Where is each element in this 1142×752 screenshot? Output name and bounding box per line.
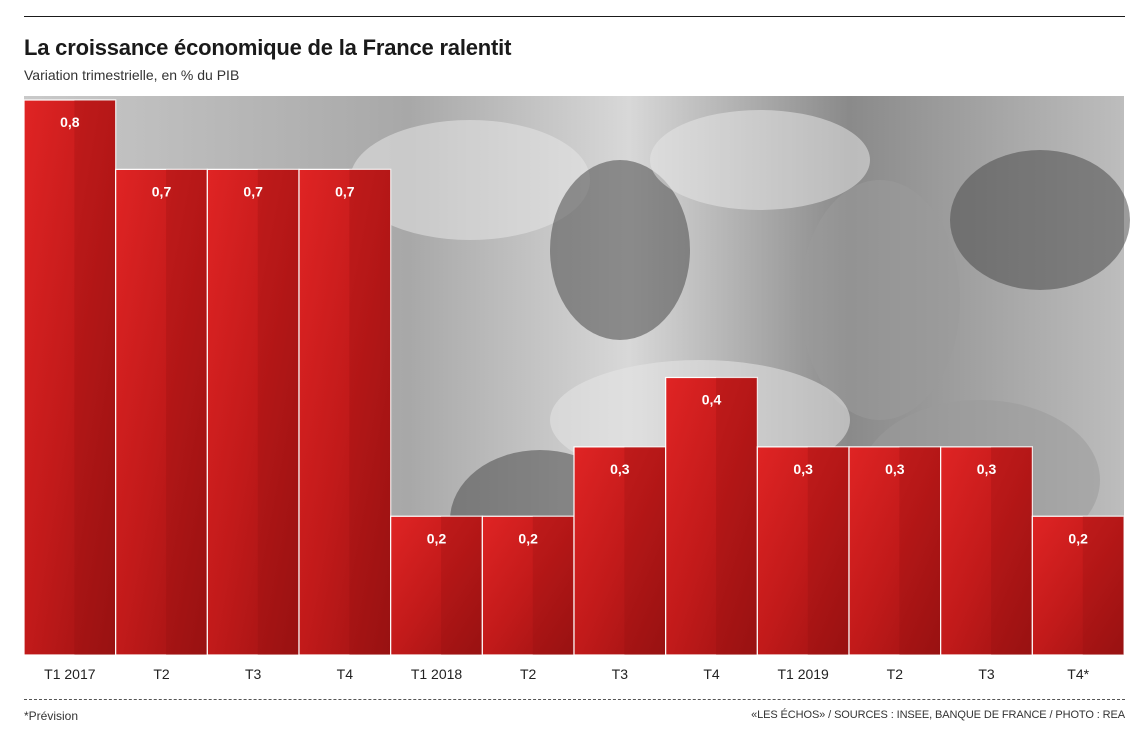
value-label-12: 0,2	[1068, 530, 1088, 546]
bar-shade-1	[74, 100, 116, 655]
bar-5	[390, 515, 483, 656]
category-label-10: T2	[887, 666, 904, 682]
category-label-1: T1 2017	[44, 666, 96, 682]
bar-shade-6	[532, 516, 574, 655]
bar-shade-7	[624, 446, 666, 655]
value-label-8: 0,4	[702, 392, 722, 408]
bar-10	[848, 446, 942, 656]
bar-9	[756, 446, 850, 656]
value-label-10: 0,3	[885, 461, 905, 477]
source-credit: «LES ÉCHOS» / SOURCES : INSEE, BANQUE DE…	[751, 709, 1125, 721]
category-label-4: T4	[337, 666, 354, 682]
category-label-3: T3	[245, 666, 262, 682]
value-label-6: 0,2	[518, 530, 538, 546]
category-label-9: T1 2019	[777, 666, 829, 682]
bar-shade-8	[716, 377, 758, 655]
bar-shade-4	[349, 169, 391, 655]
value-label-9: 0,3	[793, 461, 813, 477]
category-label-2: T2	[153, 666, 170, 682]
value-label-1: 0,8	[60, 114, 80, 130]
bar-7	[573, 446, 667, 656]
category-label-5: T1 2018	[411, 666, 463, 682]
category-label-12: T4*	[1067, 666, 1089, 682]
category-label-8: T4	[703, 666, 720, 682]
chart-title: La croissance économique de la France ra…	[24, 35, 512, 60]
value-label-5: 0,2	[427, 530, 447, 546]
category-label-6: T2	[520, 666, 537, 682]
value-label-4: 0,7	[335, 183, 355, 199]
bar-shade-5	[441, 516, 483, 655]
category-label-7: T3	[612, 666, 629, 682]
top-rule	[24, 16, 1125, 17]
bar-12	[1031, 515, 1125, 656]
footnote: *Prévision	[24, 709, 79, 723]
bottom-rule	[24, 699, 1125, 700]
bar-6	[481, 515, 575, 656]
bar-shade-10	[899, 446, 941, 655]
value-label-11: 0,3	[977, 461, 997, 477]
category-label-11: T3	[978, 666, 995, 682]
chart-subtitle: Variation trimestrielle, en % du PIB	[24, 67, 240, 83]
bar-1	[23, 99, 117, 656]
bar-3	[206, 168, 300, 656]
bar-4	[298, 168, 392, 656]
value-label-3: 0,7	[243, 183, 263, 199]
bar-8	[665, 376, 758, 656]
bar-shade-9	[807, 446, 849, 655]
bar-shade-3	[257, 169, 299, 655]
bar-shade-11	[991, 446, 1033, 655]
value-label-7: 0,3	[610, 461, 630, 477]
bar-shade-2	[166, 169, 208, 655]
bar-shade-12	[1082, 516, 1124, 655]
bar-2	[115, 168, 208, 656]
value-label-2: 0,7	[152, 183, 172, 199]
